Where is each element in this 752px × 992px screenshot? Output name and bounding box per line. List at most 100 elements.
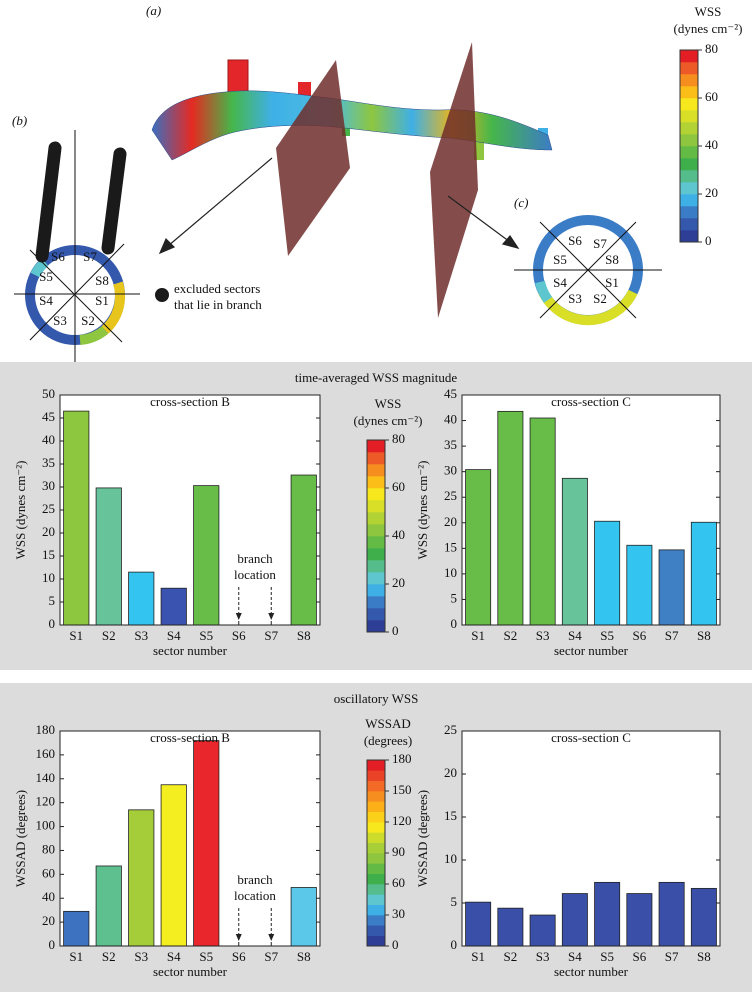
y-tick-label: 45 [444,386,457,401]
sector-label: S7 [593,236,607,251]
x-tick-label: S3 [134,949,148,964]
bar [690,521,717,626]
y-tick-label: 20 [444,765,457,780]
colorbar-band [367,596,385,609]
x-tick-label: S2 [504,628,518,643]
y-tick-label: 20 [42,913,55,928]
x-axis-label: sector number [153,964,228,979]
colorbar-band [367,904,385,916]
x-tick-label: S5 [199,628,213,643]
y-tick-label: 5 [49,593,56,608]
colorbar-band [680,110,698,123]
colorbar-band [367,500,385,513]
y-axis-label: WSSAD (degrees) [13,790,28,887]
annotation-arrowhead [268,613,275,620]
colorbar-band [367,853,385,864]
x-axis-label: sector number [554,964,629,979]
colorbar-band [367,560,385,573]
x-tick-label: S4 [167,628,181,643]
colorbar-tick-label: 80 [392,431,405,446]
bar [193,485,220,626]
arrows [158,157,520,255]
colorbar-band [367,780,385,792]
colorbar-tick-label: 150 [392,782,412,797]
axes-frame [461,394,721,626]
section-title: time-averaged WSS magnitude [295,370,457,385]
x-axis-label: sector number [153,643,228,658]
x-tick-label: S1 [69,949,83,964]
sector-label: S1 [95,293,109,308]
bar [626,893,653,947]
x-tick-label: S6 [232,628,246,643]
colorbar-band [367,842,385,854]
legend-dot [155,288,169,302]
bar [465,901,492,947]
x-tick-label: S4 [568,628,582,643]
colorbar-tick-label: 60 [392,479,405,494]
colorbar-tick-label: 80 [705,41,718,56]
y-tick-label: 20 [444,514,457,529]
bar [529,417,556,626]
colorbar-unit: (dynes cm⁻²) [674,21,743,36]
y-tick-label: 0 [49,937,56,952]
colorbar-tick-label: 20 [705,185,718,200]
colorbar-tick-label: 40 [392,527,405,542]
colorbar-band [680,170,698,183]
legend-text: that lie in branch [174,297,262,312]
colorbar-band [367,440,385,453]
chart-title: cross-section C [551,394,631,409]
colorbar-band [367,873,385,885]
chart-title: cross-section B [150,394,230,409]
y-tick-label: 25 [42,501,55,516]
x-tick-label: S7 [665,628,679,643]
colorbar-band [367,548,385,561]
y-tick-label: 140 [36,770,56,785]
colorbar-band [367,584,385,597]
x-tick-label: S2 [102,628,116,643]
colorbar-band [367,536,385,549]
colorbar-band [680,158,698,171]
annotation: location [234,567,276,582]
colorbar-band [680,86,698,99]
axes-frame [59,394,321,626]
y-tick-label: 40 [444,412,457,427]
colorbar-band [680,98,698,111]
colorbar-title: WSS [695,4,722,19]
colorbar-tick-label: 60 [705,89,718,104]
y-tick-label: 45 [42,409,55,424]
colorbar-band [367,884,385,895]
x-tick-label: S2 [102,949,116,964]
panel-label: (a) [146,3,161,18]
annotation-arrowhead [235,934,242,941]
sector-label: S3 [568,291,582,306]
bar [128,571,155,626]
y-axis-label: WSSAD (degrees) [415,790,430,887]
sector-label: S4 [553,275,567,290]
colorbar-band [367,524,385,537]
bar [193,740,220,947]
colorbar-band [367,488,385,501]
bar [658,881,685,947]
x-tick-label: S5 [199,949,213,964]
x-tick-label: S6 [232,949,246,964]
y-tick-label: 40 [42,432,55,447]
y-tick-label: 120 [36,794,56,809]
colorbar-tick-label: 0 [705,233,712,248]
y-tick-label: 25 [444,722,457,737]
colorbar-band [680,194,698,207]
bar [594,520,621,626]
bar [290,474,317,626]
colorbar-tick-label: 60 [392,875,405,890]
y-tick-label: 0 [49,616,56,631]
x-tick-label: S7 [264,628,278,643]
colorbar-unit: (dynes cm⁻²) [354,413,423,428]
x-tick-label: S8 [297,628,311,643]
x-tick-label: S1 [69,628,83,643]
sector-label: S8 [605,252,619,267]
y-tick-label: 10 [42,570,55,585]
y-tick-label: 180 [36,722,56,737]
y-axis-label: WSS (dynes cm⁻²) [13,461,28,560]
bar [63,910,90,947]
colorbar-tick-label: 90 [392,844,405,859]
